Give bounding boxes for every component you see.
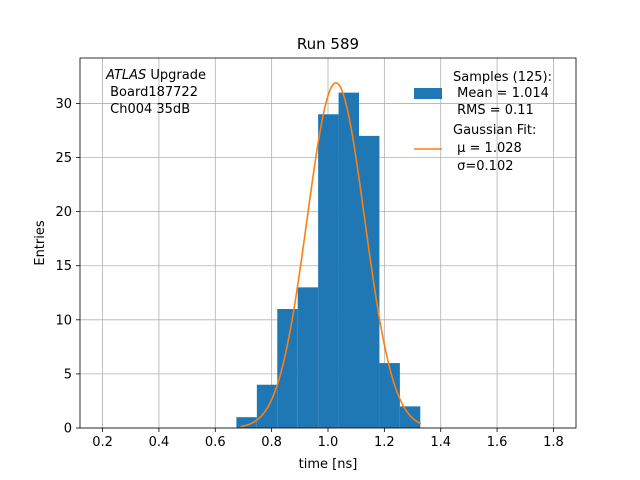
histogram-bar-2 — [277, 308, 298, 428]
x-tick-label-3: 0.8 — [261, 435, 282, 450]
axis-ticks: 0.2 0.4 0.6 0.8 1.0 1.2 1.4 1.6 1.8 0 5 10 15 20 25 30 — [55, 97, 563, 450]
histogram-bar-4 — [318, 114, 339, 428]
histogram-bars — [236, 92, 421, 429]
x-axis-label: time [ns] — [299, 457, 358, 472]
x-tick-label-6: 1.4 — [430, 435, 451, 450]
legend-samples-line-1: Samples (125): — [453, 70, 552, 85]
histogram-bar-8 — [399, 406, 421, 428]
y-tick-label-6: 30 — [55, 97, 72, 112]
y-axis-label: Entries — [33, 220, 48, 266]
legend-samples-line-2: Mean = 1.014 — [453, 86, 549, 101]
legend-fit-line-3: σ=0.102 — [453, 159, 513, 174]
histogram-bar-3 — [297, 287, 319, 428]
x-tick-label-1: 0.4 — [149, 435, 170, 450]
histogram-bar-1 — [256, 384, 278, 428]
x-tick-label-8: 1.8 — [543, 435, 564, 450]
histogram-bar-7 — [379, 363, 400, 428]
histogram-bar-0 — [236, 417, 257, 428]
legend-samples-line-3: RMS = 0.11 — [453, 103, 534, 118]
x-tick-label-0: 0.2 — [92, 435, 113, 450]
y-tick-label-3: 15 — [55, 259, 72, 274]
y-tick-label-1: 5 — [64, 367, 72, 382]
x-tick-label-7: 1.6 — [487, 435, 508, 450]
legend-samples-swatch — [414, 88, 442, 99]
atlas-annotation: ATLAS Upgrade Board187722 Ch004 35dB — [105, 68, 206, 117]
y-tick-label-2: 10 — [55, 313, 72, 328]
histogram-bar-6 — [359, 135, 380, 429]
x-tick-label-4: 1.0 — [318, 435, 339, 450]
y-tick-label-5: 25 — [55, 151, 72, 166]
y-tick-label-0: 0 — [64, 422, 72, 437]
histogram-bar-5 — [338, 92, 359, 429]
board-label: Board187722 — [106, 85, 198, 100]
gaussian-fit — [240, 82, 422, 428]
gaussian-fit-curve — [240, 82, 422, 428]
x-tick-label-2: 0.6 — [205, 435, 226, 450]
upgrade-label: Upgrade — [146, 68, 206, 83]
y-tick-label-4: 20 — [55, 205, 72, 220]
legend-fit-line-1: Gaussian Fit: — [453, 123, 536, 138]
atlas-label-line: ATLAS Upgrade — [105, 68, 206, 83]
atlas-label: ATLAS — [105, 68, 146, 83]
chart-title: Run 589 — [297, 35, 359, 53]
legend-fit-line-2: μ = 1.028 — [453, 141, 522, 156]
channel-label: Ch004 35dB — [106, 102, 190, 117]
legend: Samples (125): Mean = 1.014 RMS = 0.11 G… — [414, 70, 552, 174]
x-tick-label-5: 1.2 — [374, 435, 395, 450]
